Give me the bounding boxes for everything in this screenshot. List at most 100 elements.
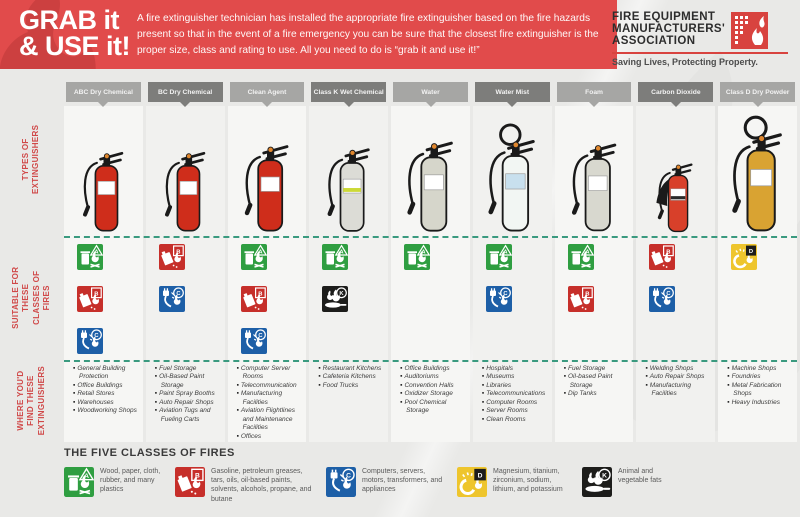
legend-item: C Computers, servers, motors, transforme… bbox=[326, 467, 444, 502]
location-item: Telecommunication bbox=[237, 382, 305, 390]
svg-text:B: B bbox=[258, 291, 262, 297]
location-item: Manufacturing Facilities bbox=[237, 390, 305, 407]
class-c-icon: C bbox=[240, 328, 267, 359]
legend-item: A Wood, paper, cloth, rubber, and many p… bbox=[64, 467, 162, 502]
legend-title: THE FIVE CLASSES OF FIRES bbox=[64, 447, 235, 459]
extinguisher-illustration bbox=[473, 106, 552, 234]
location-item: Fuel Storage bbox=[155, 365, 223, 373]
fire-class-icons: A B C bbox=[64, 234, 143, 358]
location-item: Auto Repair Shops bbox=[645, 373, 713, 381]
location-item: Fuel Storage bbox=[564, 365, 632, 373]
class-c-icon: C bbox=[158, 286, 185, 317]
location-item: Libraries bbox=[482, 382, 550, 390]
title-line-1: GRAB it bbox=[19, 5, 120, 35]
logo-line-1: FIRE EQUIPMENT bbox=[612, 11, 716, 23]
svg-text:C: C bbox=[258, 333, 263, 339]
locations-list: Welding ShopsAuto Repair ShopsManufactur… bbox=[636, 358, 715, 442]
location-item: Auditoriums bbox=[400, 373, 468, 381]
legend-item: B Gasoline, petroleum greases, tars, oil… bbox=[175, 467, 313, 504]
svg-text:A: A bbox=[258, 250, 263, 256]
column-header-tab: Clean Agent bbox=[229, 82, 305, 102]
location-item: Clean Rooms bbox=[482, 416, 550, 424]
extinguisher-columns: ABC Dry Chemical ABC General Building Pr… bbox=[64, 82, 798, 442]
column-header-label: ABC Dry Chemical bbox=[73, 88, 133, 96]
locations-list: Office BuildingsAuditoriumsConvention Ha… bbox=[391, 358, 470, 442]
extinguisher-column: Water A Office BuildingsAuditoriumsConve… bbox=[391, 82, 470, 442]
column-header-tab: Water bbox=[393, 82, 468, 102]
logo-divider bbox=[612, 52, 788, 54]
location-item: Metal Fabrication Shops bbox=[727, 382, 795, 399]
location-item: Pool Chemical Storage bbox=[400, 399, 468, 416]
column-header-label: BC Dry Chemical bbox=[158, 88, 213, 96]
extinguisher-column: BC Dry Chemical BC Fuel StorageOil-Based… bbox=[145, 82, 225, 442]
legend-item: D Magnesium, titanium, zirconium, sodium… bbox=[457, 467, 569, 502]
svg-text:B: B bbox=[585, 291, 589, 297]
svg-text:C: C bbox=[94, 333, 99, 339]
location-item: Auto Repair Shops bbox=[155, 399, 223, 407]
location-item: Paint Spray Booths bbox=[155, 390, 223, 398]
class-d-icon: D bbox=[457, 467, 487, 502]
row-label-where-text: WHERE YOU'D FIND THESE EXTINGUISHERS bbox=[16, 366, 47, 436]
location-item: Warehouses bbox=[73, 399, 141, 407]
class-b-icon: B bbox=[240, 286, 267, 317]
header-band: GRAB it & USE it! A fire extinguisher te… bbox=[0, 0, 617, 69]
svg-text:A: A bbox=[585, 250, 590, 256]
legend-item: K Animal and vegetable fats bbox=[582, 467, 678, 502]
class-k-icon: K bbox=[582, 467, 612, 502]
location-item: Retail Stores bbox=[73, 390, 141, 398]
svg-text:C: C bbox=[346, 472, 351, 479]
column-header-label: Carbon Dioxide bbox=[651, 88, 701, 96]
class-b-icon: B bbox=[567, 286, 594, 317]
location-item: Woodworking Shops bbox=[73, 407, 141, 415]
location-item: Hospitals bbox=[482, 365, 550, 373]
location-item: Aviation Tugs and Fueling Carts bbox=[155, 407, 223, 424]
logo-name: FIRE EQUIPMENT MANUFACTURERS' ASSOCIATIO… bbox=[612, 11, 725, 48]
column-header-tab: Carbon Dioxide bbox=[638, 82, 714, 102]
location-item: Computer Server Rooms bbox=[237, 365, 305, 382]
row-label-types: TYPES OF EXTINGUISHERS bbox=[0, 82, 64, 236]
location-item: Oil-based Paint Storage bbox=[564, 373, 632, 390]
column-header-label: Class K Wet Chemical bbox=[313, 88, 384, 96]
svg-text:B: B bbox=[667, 249, 671, 255]
legend-item-text: Gasoline, petroleum greases, tars, oils,… bbox=[211, 468, 312, 503]
class-b-icon: B bbox=[158, 244, 185, 275]
locations-list: HospitalsMuseumsLibrariesTelecommunicati… bbox=[473, 358, 552, 442]
svg-text:A: A bbox=[340, 250, 345, 256]
svg-text:A: A bbox=[422, 250, 427, 256]
location-item: Offices bbox=[237, 433, 305, 441]
extinguisher-column: Class D Dry Powder D Machine ShopsFoundr… bbox=[718, 82, 798, 442]
extinguisher-illustration bbox=[146, 106, 225, 234]
svg-text:K: K bbox=[602, 472, 607, 479]
svg-text:A: A bbox=[84, 473, 89, 480]
svg-text:D: D bbox=[749, 249, 753, 255]
extinguisher-illustration bbox=[391, 106, 470, 234]
extinguisher-illustration bbox=[636, 106, 715, 234]
location-item: Machine Shops bbox=[727, 365, 795, 373]
class-c-icon: C bbox=[649, 286, 676, 317]
location-item: Convention Halls bbox=[400, 382, 468, 390]
class-a-icon: A bbox=[567, 244, 594, 275]
locations-list: Fuel StorageOil-Based Paint StoragePaint… bbox=[146, 358, 225, 442]
locations-list: Machine ShopsFoundriesMetal Fabrication … bbox=[718, 358, 797, 442]
extinguisher-illustration bbox=[718, 106, 797, 234]
row-label-where: WHERE YOU'D FIND THESE EXTINGUISHERS bbox=[0, 360, 64, 442]
class-a-icon: A bbox=[485, 244, 513, 275]
svg-text:B: B bbox=[195, 473, 200, 480]
class-b-icon: B bbox=[175, 467, 205, 502]
column-header-label: Clean Agent bbox=[247, 88, 287, 96]
title-line-2: & USE it! bbox=[19, 30, 131, 61]
class-a-icon: A bbox=[322, 244, 349, 275]
location-item: Server Rooms bbox=[482, 407, 550, 415]
logo-mark-icon bbox=[731, 12, 769, 49]
column-header-label: Water Mist bbox=[495, 88, 530, 96]
column-header-label: Class D Dry Powder bbox=[725, 88, 790, 96]
class-c-icon: C bbox=[485, 286, 512, 317]
header-flame-graphic bbox=[0, 0, 96, 69]
locations-list: Computer Server RoomsTelecommunicationMa… bbox=[228, 358, 307, 442]
location-item: Telecommunications bbox=[482, 390, 550, 398]
location-item: Heavy Industries bbox=[727, 399, 795, 407]
